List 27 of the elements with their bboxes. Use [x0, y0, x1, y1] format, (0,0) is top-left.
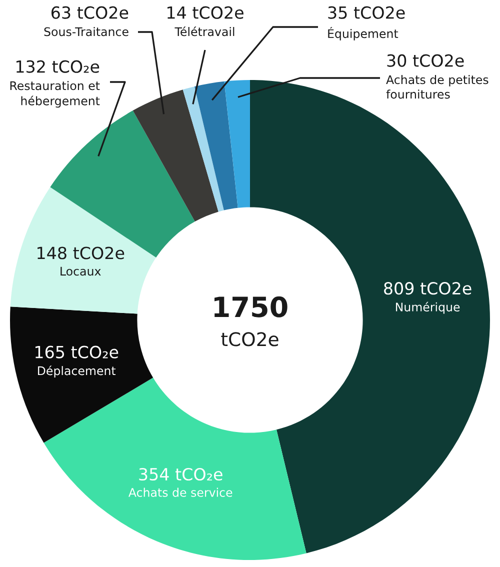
- text: tCO2e: [221, 332, 278, 346]
- data-label: 809 tCO2e: [384, 282, 472, 295]
- donut-slice: [182, 86, 224, 212]
- data-label: 132 tCO₂e: [16, 60, 100, 73]
- data-label: 14 tCO2e: [168, 6, 244, 19]
- slice-label: Locaux: [60, 266, 101, 276]
- slice-label: Déplacement: [38, 366, 116, 378]
- donut-slice: [194, 81, 238, 210]
- donut-slice: [44, 378, 306, 560]
- slice-label: Numérique: [396, 302, 460, 314]
- text: 1750: [214, 296, 288, 318]
- donut-slice: [10, 187, 156, 314]
- slice-label: Télétravail: [174, 26, 234, 36]
- data-label: 35 tCO2e: [328, 6, 405, 19]
- donut-slice: [132, 90, 218, 222]
- data-label: 165 tCO₂e: [36, 346, 118, 358]
- data-label: 354 tCO₂e: [139, 468, 222, 481]
- slice-label: Restauration et hébergement: [10, 81, 100, 108]
- slice-label: Achats de petites fournitures: [386, 75, 488, 99]
- slice-label: Achats de service: [128, 488, 232, 497]
- slice-label: Équipement: [328, 27, 398, 40]
- data-label: 148 tCO2e: [38, 246, 124, 260]
- data-label: 63 tCO2e: [52, 6, 128, 19]
- data-label: 30 tCO2e: [387, 54, 464, 67]
- donut-slice: [10, 306, 154, 443]
- donut-slice: [224, 80, 250, 208]
- slice-label: Sous-Traitance: [44, 27, 128, 36]
